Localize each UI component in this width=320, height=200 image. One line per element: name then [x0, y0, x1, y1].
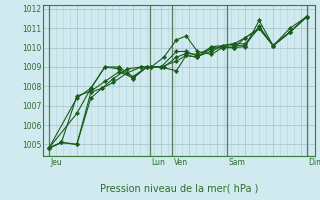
Text: Pression niveau de la mer( hPa ): Pression niveau de la mer( hPa ): [100, 183, 258, 193]
Text: Ven: Ven: [173, 158, 188, 167]
Text: Lun: Lun: [151, 158, 165, 167]
Text: Jeu: Jeu: [50, 158, 62, 167]
Text: Sam: Sam: [228, 158, 245, 167]
Text: Dim: Dim: [308, 158, 320, 167]
